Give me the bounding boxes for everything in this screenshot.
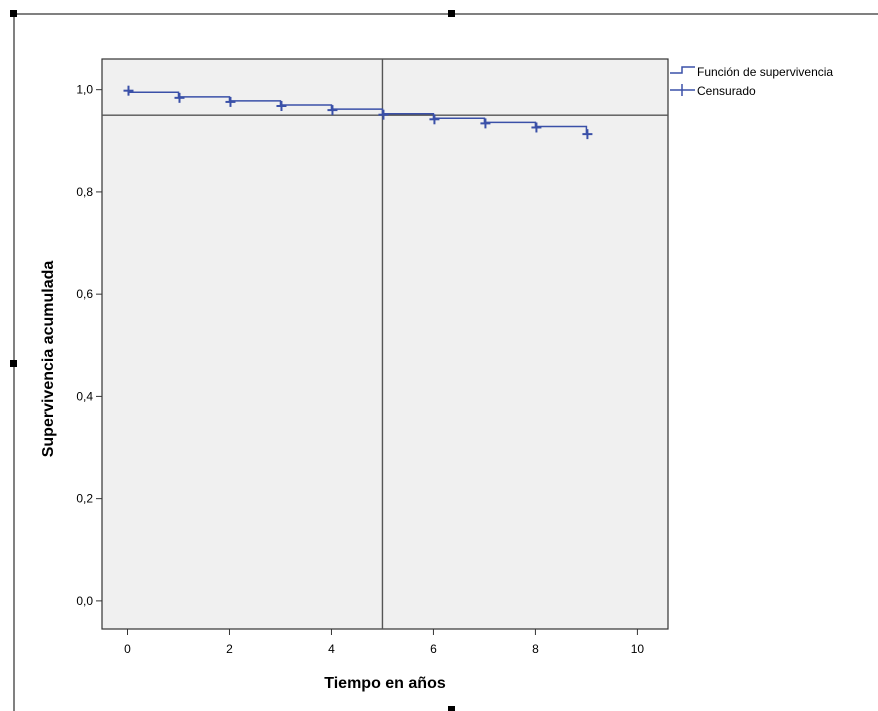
survival-step-line [127,91,588,134]
censor-marker [327,105,338,116]
censor-marker [378,109,389,120]
legend: Función de supervivencia Censurado [670,65,833,98]
censor-marker [582,129,593,140]
y-tick-label: 0,8 [76,185,93,199]
legend-label-censored: Censurado [697,84,756,98]
x-tick-label: 0 [124,642,131,656]
x-tick-label: 6 [430,642,437,656]
censor-marker [276,101,287,112]
censor-marker [480,118,491,129]
censor-marker [531,122,542,133]
legend-step-symbol [670,66,695,74]
y-tick-label: 0,6 [76,287,93,301]
x-tick-label: 10 [631,642,645,656]
frame-handle-left[interactable] [10,360,17,367]
frame-handle-bottom[interactable] [448,706,455,711]
plot-area [101,58,669,630]
frame-handle-top-left[interactable] [10,10,17,17]
censor-marker [174,92,185,103]
y-axis-title: Supervivencia acumulada [40,261,57,458]
survival-curve-series [127,91,588,134]
x-tick-label: 8 [532,642,539,656]
selection-frame [10,10,878,711]
y-axis: 0,0 0,2 0,4 0,6 0,8 1,0 [76,83,102,608]
legend-label-survival: Función de supervivencia [697,65,833,79]
x-axis-title: Tiempo en años [324,675,446,692]
y-tick-label: 0,2 [76,492,93,506]
x-tick-label: 4 [328,642,335,656]
x-tick-label: 2 [226,642,233,656]
x-axis: 0 2 4 6 8 10 [124,629,644,656]
censor-marker [123,85,134,96]
censor-marker [225,96,236,107]
y-tick-label: 0,0 [76,594,93,608]
frame-handle-top[interactable] [448,10,455,17]
censor-marker [429,114,440,125]
y-tick-label: 1,0 [76,83,93,97]
y-tick-label: 0,4 [76,389,93,403]
censor-markers-series [123,85,593,140]
